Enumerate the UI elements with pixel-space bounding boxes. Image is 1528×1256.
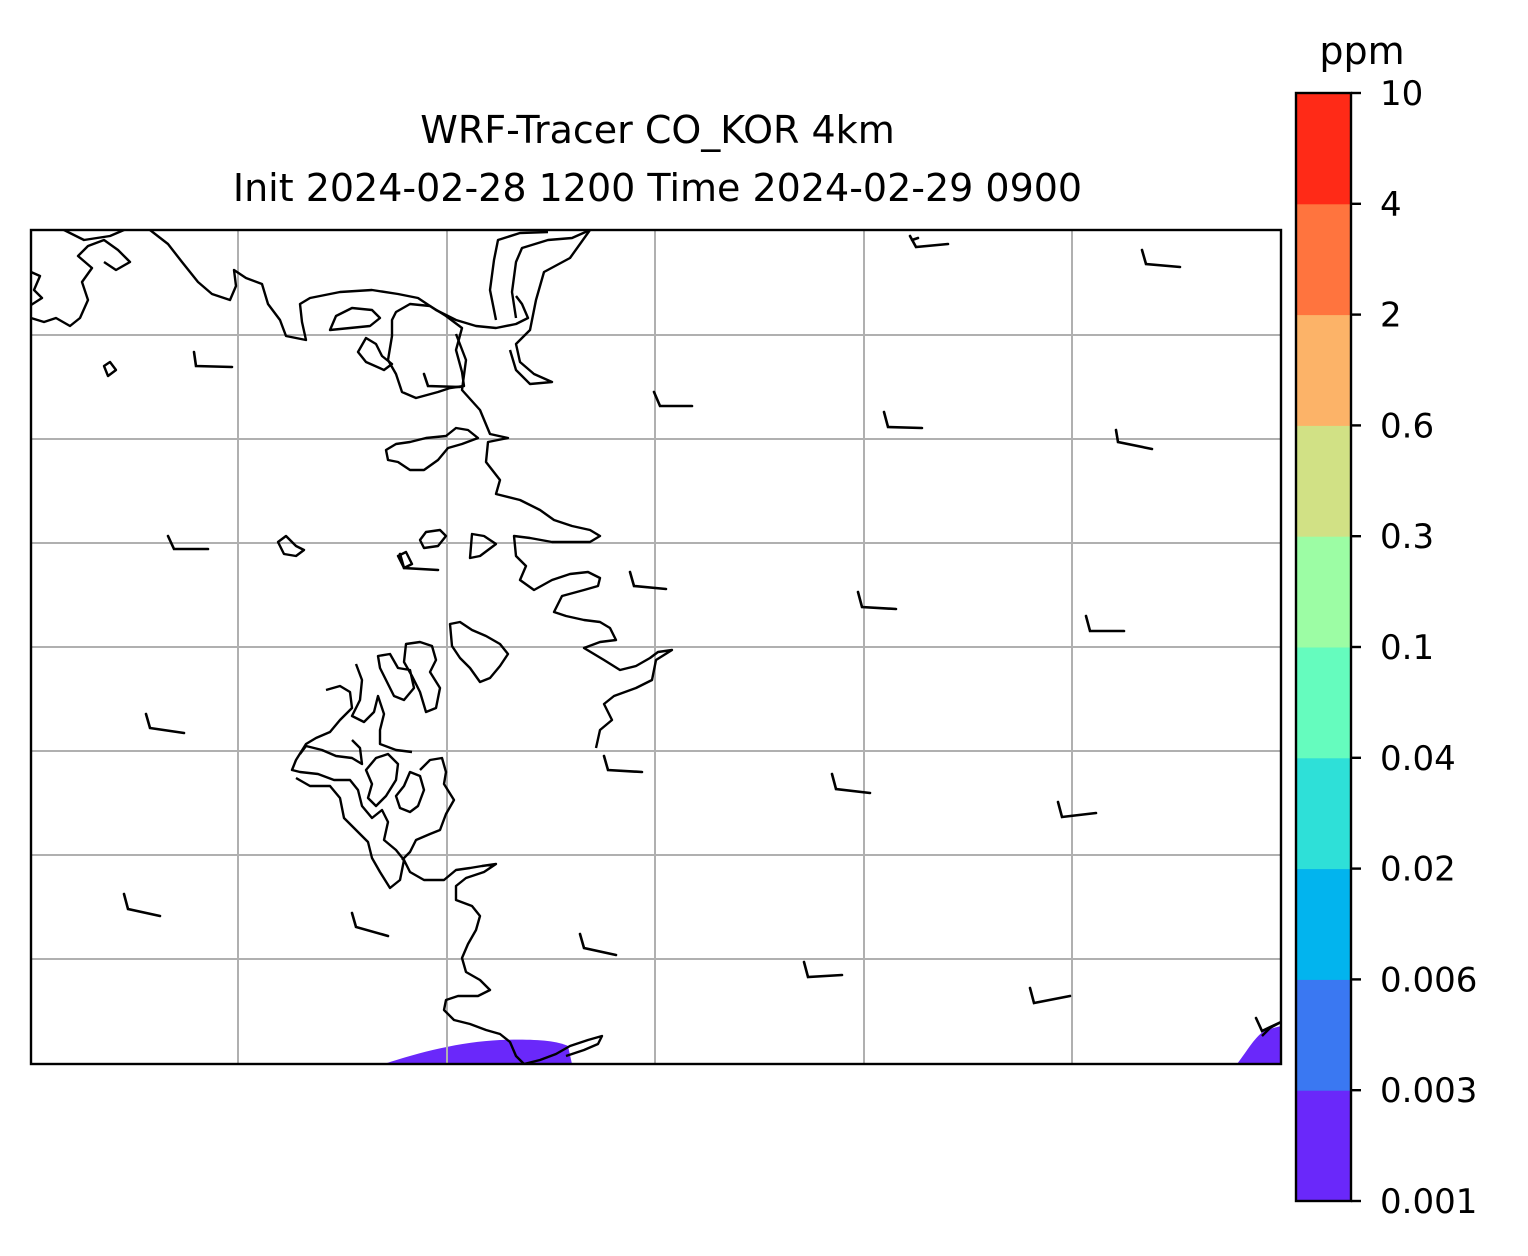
colorbar-tick-label: 0.6 xyxy=(1380,406,1434,446)
wind-barb xyxy=(652,390,694,408)
wind-barb xyxy=(856,590,898,611)
colorbar-tick-label: 4 xyxy=(1380,185,1402,225)
map-subtitle: Init 2024-02-28 1200 Time 2024-02-29 090… xyxy=(232,166,1083,210)
colorbar-band xyxy=(1296,1090,1351,1202)
coastline-southwest-c xyxy=(290,684,406,890)
coastline-southwest-d xyxy=(350,663,456,861)
wind-barbs xyxy=(122,234,1281,1033)
wind-barb xyxy=(882,410,924,430)
coastline-southwest-a xyxy=(448,620,510,684)
wind-barb xyxy=(1056,800,1098,819)
coastline-southwest-b xyxy=(376,640,442,714)
wind-barb xyxy=(628,570,668,591)
colorbar-tick-label: 0.3 xyxy=(1380,517,1434,557)
wind-barb xyxy=(192,350,234,369)
colorbar-tick-label: 10 xyxy=(1380,74,1423,114)
coastline-south-tip xyxy=(523,1034,604,1064)
wind-barb xyxy=(578,932,618,957)
tracer-shade-south xyxy=(384,1039,572,1064)
colorbar-band xyxy=(1296,979,1351,1091)
coastline-island-small-1 xyxy=(102,360,118,378)
coastline-southwest-e xyxy=(364,752,426,814)
colorbar-tick-label: 0.001 xyxy=(1380,1182,1477,1222)
coastlines xyxy=(31,230,1281,1064)
wind-barb xyxy=(1084,614,1126,633)
wind-barb xyxy=(122,892,162,918)
coastline-river-east xyxy=(508,230,591,386)
wind-barb xyxy=(1114,428,1154,451)
coastline-inner-bay xyxy=(328,306,382,332)
colorbar-tick-label: 0.003 xyxy=(1380,1071,1477,1111)
wind-barb xyxy=(802,960,844,979)
coastline-gulf xyxy=(384,426,480,472)
colorbar-tick-label: 0.04 xyxy=(1380,739,1456,779)
wind-barb xyxy=(830,772,872,795)
colorbar-tick-label: 0.02 xyxy=(1380,850,1456,890)
colorbar: 0.001 0.003 0.006 0.02 0.04 0.1 0.3 0.6 2 4 10 ppm xyxy=(1294,29,1477,1222)
colorbar-band xyxy=(1296,536,1351,648)
wind-barb xyxy=(422,372,462,389)
coastline-estuary xyxy=(356,336,394,372)
coastline-west-mainland xyxy=(454,333,674,749)
wind-barb xyxy=(398,552,440,572)
wind-barb xyxy=(602,754,644,774)
colorbar-tick-label: 0.1 xyxy=(1380,628,1434,668)
tracer-shade-southeast xyxy=(1237,1026,1281,1064)
coastline-peninsula-west xyxy=(386,302,466,400)
colorbar-band xyxy=(1296,425,1351,537)
wind-barb xyxy=(166,534,210,551)
map-panel xyxy=(29,228,1283,1066)
gridlines xyxy=(31,230,1281,1064)
colorbar-ticks: 0.001 0.003 0.006 0.02 0.04 0.1 0.3 0.6 2 4 10 xyxy=(1351,74,1477,1222)
colorbar-tick-label: 0.006 xyxy=(1380,960,1477,1000)
coastline-south-mainland xyxy=(402,859,525,1064)
wind-barb xyxy=(350,911,390,938)
coastline-north-shore xyxy=(149,230,530,342)
colorbar-band xyxy=(1296,868,1351,980)
map-frame xyxy=(29,228,1283,1066)
colorbar-bands xyxy=(1296,93,1351,1202)
coastline-river-channel xyxy=(488,230,591,321)
wind-barb xyxy=(908,234,950,249)
wind-barb xyxy=(144,712,186,735)
wind-barb xyxy=(1140,248,1182,269)
map-title: WRF-Tracer CO_KOR 4km xyxy=(420,108,895,152)
colorbar-unit: ppm xyxy=(1319,29,1404,73)
colorbar-tick-label: 2 xyxy=(1380,296,1402,336)
coastline-northwest xyxy=(31,230,132,328)
coastline-island-small-2 xyxy=(276,534,306,558)
colorbar-band xyxy=(1296,757,1351,870)
wind-barb xyxy=(1028,986,1072,1005)
colorbar-band xyxy=(1296,647,1351,759)
wind-barb xyxy=(1254,1016,1281,1033)
colorbar-band xyxy=(1296,203,1351,316)
colorbar-band xyxy=(1296,314,1351,426)
colorbar-band xyxy=(1296,93,1351,205)
